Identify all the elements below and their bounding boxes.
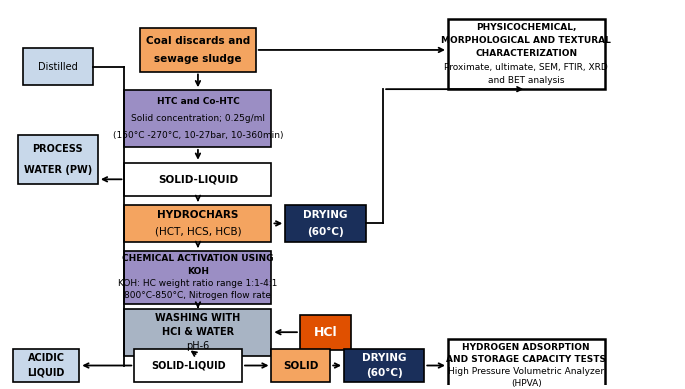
Text: CHARACTERIZATION: CHARACTERIZATION [475, 49, 577, 58]
Text: pH-6: pH-6 [186, 342, 210, 351]
Text: (60°C): (60°C) [307, 226, 344, 237]
Text: SOLID: SOLID [283, 361, 319, 370]
FancyBboxPatch shape [13, 349, 79, 382]
FancyBboxPatch shape [448, 339, 605, 389]
FancyBboxPatch shape [300, 315, 351, 350]
Text: HTC and Co-HTC: HTC and Co-HTC [157, 97, 239, 106]
Text: (150°C -270°C, 10-27bar, 10-360min): (150°C -270°C, 10-27bar, 10-360min) [113, 131, 283, 140]
Text: and BET analysis: and BET analysis [488, 76, 564, 85]
Text: AND STORAGE CAPACITY TESTS: AND STORAGE CAPACITY TESTS [446, 355, 606, 364]
Text: KOH: HC weight ratio range 1:1-4:1: KOH: HC weight ratio range 1:1-4:1 [119, 279, 277, 288]
FancyBboxPatch shape [125, 308, 271, 356]
Text: SOLID-LIQUID: SOLID-LIQUID [158, 174, 238, 184]
Text: 800°C-850°C, Nitrogen flow rate: 800°C-850°C, Nitrogen flow rate [125, 291, 271, 300]
Text: DRYING: DRYING [303, 210, 347, 220]
FancyBboxPatch shape [125, 251, 271, 304]
FancyBboxPatch shape [344, 349, 424, 382]
Text: Distilled: Distilled [38, 61, 77, 72]
Text: Proximate, ultimate, SEM, FTIR, XRD: Proximate, ultimate, SEM, FTIR, XRD [445, 63, 608, 72]
Text: Solid concentration; 0.25g/ml: Solid concentration; 0.25g/ml [131, 114, 265, 123]
FancyBboxPatch shape [140, 28, 256, 72]
Text: Coal discards and: Coal discards and [146, 35, 250, 46]
FancyBboxPatch shape [18, 135, 98, 184]
Text: sewage sludge: sewage sludge [154, 54, 242, 64]
Text: (60°C): (60°C) [366, 368, 403, 378]
Text: CHEMICAL ACTIVATION USING: CHEMICAL ACTIVATION USING [122, 254, 274, 263]
FancyBboxPatch shape [271, 349, 330, 382]
FancyBboxPatch shape [23, 48, 93, 85]
Text: (HPVA): (HPVA) [511, 380, 542, 389]
Text: MORPHOLOGICAL AND TEXTURAL: MORPHOLOGICAL AND TEXTURAL [441, 36, 611, 45]
Text: LIQUID: LIQUID [27, 368, 65, 378]
FancyBboxPatch shape [134, 349, 242, 382]
Text: (HCT, HCS, HCB): (HCT, HCS, HCB) [155, 226, 241, 237]
FancyBboxPatch shape [125, 90, 271, 147]
Text: ACIDIC: ACIDIC [27, 353, 64, 363]
Text: HCl: HCl [314, 326, 337, 339]
Text: HYDROGEN ADSORPTION: HYDROGEN ADSORPTION [462, 343, 590, 352]
Text: WATER (PW): WATER (PW) [24, 165, 92, 175]
Text: WASHING WITH: WASHING WITH [155, 313, 240, 323]
Text: HYDROCHARS: HYDROCHARS [158, 210, 238, 220]
Text: KOH: KOH [187, 266, 209, 276]
Text: High Pressure Volumetric Analyzer: High Pressure Volumetric Analyzer [448, 367, 604, 376]
Text: PHYSICOCHEMICAL,: PHYSICOCHEMICAL, [476, 23, 577, 32]
FancyBboxPatch shape [125, 163, 271, 196]
Text: PROCESS: PROCESS [32, 144, 83, 154]
Text: DRYING: DRYING [362, 353, 406, 363]
FancyBboxPatch shape [448, 19, 605, 89]
FancyBboxPatch shape [285, 205, 366, 242]
FancyBboxPatch shape [125, 205, 271, 242]
Text: HCl & WATER: HCl & WATER [162, 327, 234, 337]
Text: SOLID-LIQUID: SOLID-LIQUID [151, 361, 225, 370]
